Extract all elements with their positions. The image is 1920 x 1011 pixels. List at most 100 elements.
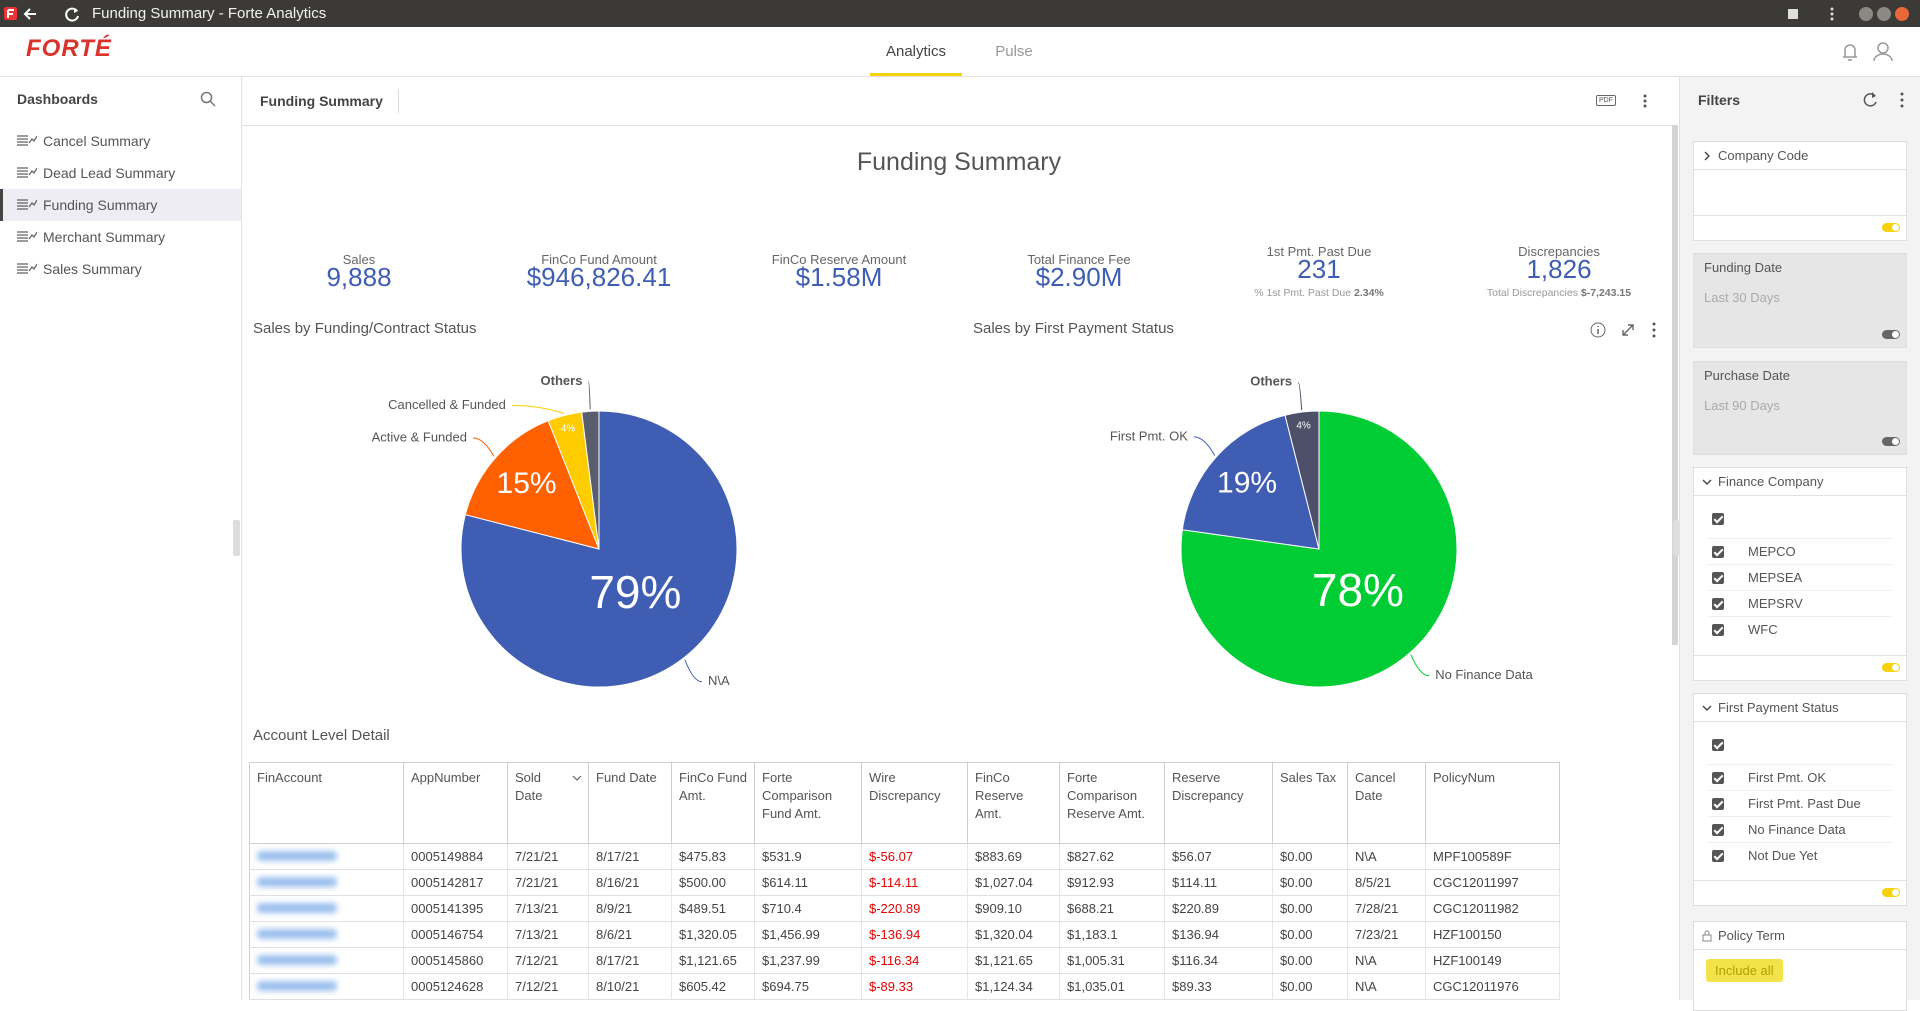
slice-value-label: 79%: [589, 566, 681, 618]
kpi-value: 1,826: [1526, 254, 1592, 284]
cell: $912.93: [1059, 869, 1165, 896]
column-header[interactable]: FinCo Reserve Amt.: [967, 762, 1060, 844]
menu-icon[interactable]: [1640, 93, 1650, 109]
table-row[interactable]: 0005149884 7/21/21 8/17/21 $475.83 $531.9 $-5…: [249, 843, 1560, 870]
table-row[interactable]: 0005146754 7/13/21 8/6/21 $1,320.05 $1,456.9…: [249, 921, 1560, 948]
cell: 0005124628: [403, 973, 508, 1000]
cell: [249, 869, 404, 896]
icon-trend: [28, 231, 37, 240]
cell: $0.00: [1272, 895, 1348, 922]
toggle[interactable]: [1882, 663, 1900, 672]
cell: $-220.89: [861, 895, 968, 922]
item-icon: [17, 231, 37, 242]
filter-option[interactable]: Not Due Yet: [1708, 842, 1892, 869]
kpi-value: $946,826.41: [526, 262, 672, 292]
filter-option[interactable]: WFC: [1708, 616, 1892, 643]
column-header[interactable]: Fund Date: [588, 762, 672, 844]
cell: $-114.11: [861, 869, 968, 896]
collapse-handle[interactable]: [1673, 520, 1679, 556]
header-row: FinAccount AppNumber Sold Date Fund Date Fin…: [249, 762, 1560, 844]
table-head: FinAccount AppNumber Sold Date Fund Date Fin…: [249, 762, 1560, 844]
item-label: Sales Summary: [43, 261, 142, 277]
table-row[interactable]: 0005124628 7/12/21 8/10/21 $605.42 $694.75 $-…: [249, 973, 1560, 1000]
toggle[interactable]: [1882, 437, 1900, 446]
filter-option[interactable]: No Finance Data: [1708, 816, 1892, 843]
cell: 8/10/21: [588, 973, 672, 1000]
column-header[interactable]: FinCo Fund Amt.: [671, 762, 755, 844]
table-row[interactable]: 0005141395 7/13/21 8/9/21 $489.51 $710.4 $-22…: [249, 895, 1560, 922]
table-row[interactable]: 0005145860 7/12/21 8/17/21 $1,121.65 $1,237.…: [249, 947, 1560, 974]
checkbox: [1712, 798, 1724, 810]
filter-tools[interactable]: [1862, 91, 1912, 109]
pie-slice: [464, 420, 600, 550]
filter-title: Policy Term: [1718, 928, 1785, 943]
filter-section: Policy Term Include all: [1693, 921, 1907, 1011]
column-header[interactable]: Forte Comparison Fund Amt.: [754, 762, 862, 844]
column-header[interactable]: Reserve Discrepancy: [1164, 762, 1273, 844]
cell: 0005141395: [403, 895, 508, 922]
header-icons[interactable]: [1838, 41, 1908, 63]
cell: 7/21/21: [507, 843, 589, 870]
column-header[interactable]: Forte Comparison Reserve Amt.: [1059, 762, 1165, 844]
select-all[interactable]: [1694, 732, 1906, 758]
filter-placeholder[interactable]: Last 30 Days: [1704, 290, 1780, 305]
cell: 8/17/21: [588, 947, 672, 974]
select-all[interactable]: [1694, 506, 1906, 532]
column-header[interactable]: PolicyNum: [1425, 762, 1560, 844]
pdf-button[interactable]: PDF: [1596, 95, 1616, 106]
collapse-handle[interactable]: [233, 520, 240, 556]
cell: 8/17/21: [588, 843, 672, 870]
toggle[interactable]: [1882, 223, 1900, 232]
chart-tools[interactable]: [1588, 320, 1668, 340]
cell: 7/13/21: [507, 921, 589, 948]
filter-option[interactable]: MEPCO: [1708, 538, 1892, 565]
nav-tab[interactable]: Analytics: [869, 27, 963, 76]
column-header[interactable]: Sold Date: [507, 762, 589, 844]
column-header[interactable]: Cancel Date: [1347, 762, 1426, 844]
sidebar-item[interactable]: Dead Lead Summary: [0, 157, 241, 189]
include-all-button[interactable]: Include all: [1706, 959, 1783, 982]
column-title: Fund Date: [596, 770, 657, 785]
filter-option[interactable]: MEPSRV: [1708, 590, 1892, 617]
cell: $909.10: [967, 895, 1060, 922]
nav-tab[interactable]: Pulse: [995, 43, 1033, 60]
filter-option[interactable]: First Pmt. OK: [1708, 764, 1892, 791]
column-title: FinAccount: [257, 770, 323, 785]
cell: $1,124.34: [967, 973, 1060, 1000]
column-header[interactable]: AppNumber: [403, 762, 508, 844]
table-row[interactable]: 0005142817 7/21/21 8/16/21 $500.00 $614.11 $-…: [249, 869, 1560, 896]
kpi-value: $2.90M: [1035, 262, 1123, 292]
filter-divider: [1694, 949, 1906, 950]
toggle[interactable]: [1882, 888, 1900, 897]
leader-line: [1410, 654, 1430, 677]
toggle[interactable]: [1882, 330, 1900, 339]
sidebar-item[interactable]: Merchant Summary: [0, 221, 241, 253]
filter-option[interactable]: First Pmt. Past Due: [1708, 790, 1892, 817]
item-icon: [17, 199, 37, 210]
cell: $136.94: [1164, 921, 1273, 948]
column-header[interactable]: Sales Tax: [1272, 762, 1348, 844]
scrollbar[interactable]: [1672, 125, 1678, 645]
filters-title: Filters: [1698, 92, 1741, 108]
pie-slice: [1181, 414, 1320, 550]
cell: N\A: [1347, 947, 1426, 974]
slice-value-label: 4%: [561, 423, 576, 434]
cell: $531.9: [754, 843, 862, 870]
filter-divider: [1694, 721, 1906, 722]
filter-title: Company Code: [1718, 148, 1809, 163]
column-header[interactable]: Wire Discrepancy: [861, 762, 968, 844]
search-icon[interactable]: [200, 91, 216, 107]
column-header[interactable]: FinAccount: [249, 762, 404, 844]
cell: $710.4: [754, 895, 862, 922]
sidebar-item[interactable]: Cancel Summary: [0, 125, 241, 157]
filter-option[interactable]: MEPSEA: [1708, 564, 1892, 591]
sidebar-item[interactable]: Sales Summary: [0, 253, 241, 285]
slice-category-label: N\A: [708, 673, 730, 688]
sidebar-item[interactable]: Funding Summary: [0, 189, 241, 221]
filter-placeholder[interactable]: Last 90 Days: [1704, 398, 1780, 413]
kpi-label: Discrepancies: [1518, 244, 1600, 259]
cell: 8/9/21: [588, 895, 672, 922]
item-label: Merchant Summary: [43, 229, 166, 245]
cell: 0005142817: [403, 869, 508, 896]
pie-slice: [1180, 410, 1458, 688]
